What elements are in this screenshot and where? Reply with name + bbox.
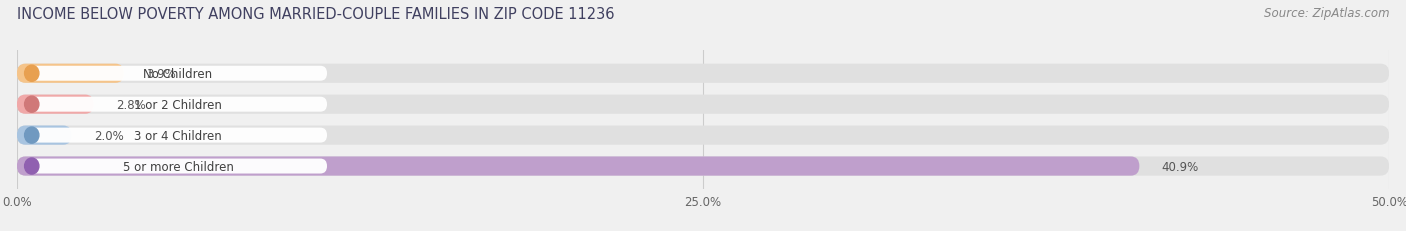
Text: 40.9%: 40.9% — [1161, 160, 1198, 173]
FancyBboxPatch shape — [25, 97, 328, 112]
FancyBboxPatch shape — [25, 159, 328, 174]
FancyBboxPatch shape — [17, 126, 1389, 145]
FancyBboxPatch shape — [17, 64, 124, 83]
Text: No Children: No Children — [143, 67, 212, 80]
FancyBboxPatch shape — [17, 126, 72, 145]
Text: 2.0%: 2.0% — [94, 129, 124, 142]
FancyBboxPatch shape — [17, 95, 1389, 114]
Text: 3 or 4 Children: 3 or 4 Children — [134, 129, 222, 142]
Text: 3.9%: 3.9% — [146, 67, 176, 80]
FancyBboxPatch shape — [17, 64, 1389, 83]
Text: 1 or 2 Children: 1 or 2 Children — [134, 98, 222, 111]
Circle shape — [24, 128, 39, 143]
Text: Source: ZipAtlas.com: Source: ZipAtlas.com — [1264, 7, 1389, 20]
FancyBboxPatch shape — [25, 128, 328, 143]
FancyBboxPatch shape — [17, 157, 1139, 176]
Circle shape — [24, 66, 39, 82]
FancyBboxPatch shape — [17, 95, 94, 114]
Circle shape — [24, 97, 39, 113]
Text: 2.8%: 2.8% — [115, 98, 145, 111]
Text: 5 or more Children: 5 or more Children — [122, 160, 233, 173]
Text: INCOME BELOW POVERTY AMONG MARRIED-COUPLE FAMILIES IN ZIP CODE 11236: INCOME BELOW POVERTY AMONG MARRIED-COUPL… — [17, 7, 614, 22]
Circle shape — [24, 158, 39, 174]
FancyBboxPatch shape — [17, 157, 1389, 176]
FancyBboxPatch shape — [25, 67, 328, 81]
